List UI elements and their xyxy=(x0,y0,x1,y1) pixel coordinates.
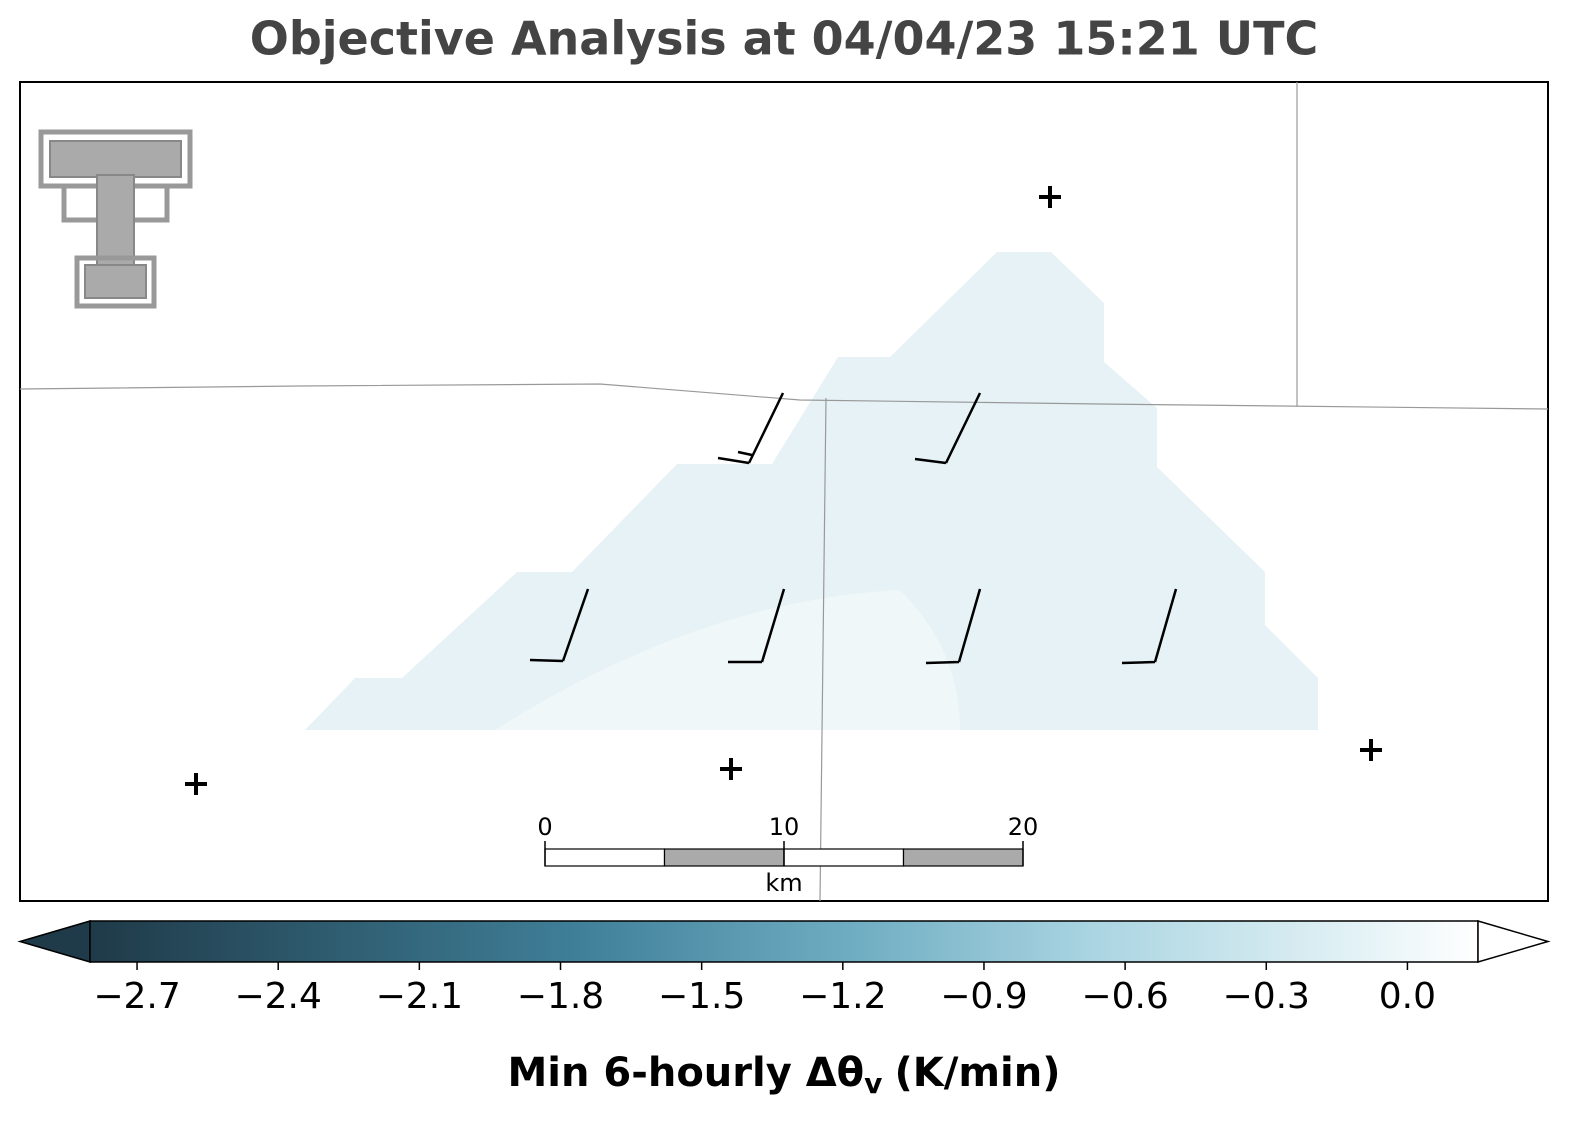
field-contour xyxy=(495,590,960,730)
boundary xyxy=(819,397,827,902)
colorbar-tick-label: −1.2 xyxy=(799,976,886,1017)
title: Objective Analysis at 04/04/23 15:21 UTC xyxy=(250,12,1319,66)
scale-segment xyxy=(663,848,785,867)
map: 0 10 20 km xyxy=(19,81,1549,902)
colorbar-body xyxy=(89,920,1479,963)
wind-barb xyxy=(728,588,786,664)
colorbar-label-main: Min 6-hourly Δθ xyxy=(508,1050,865,1096)
wind-barb xyxy=(925,588,982,665)
boundary xyxy=(19,383,1549,410)
wind-barb xyxy=(914,392,982,465)
stations xyxy=(185,186,1382,795)
colorbar-extend-low xyxy=(17,919,91,964)
colorbar-tick-label: −1.8 xyxy=(517,976,604,1017)
station-marker xyxy=(185,773,207,795)
colorbar-tick-label: −0.3 xyxy=(1223,976,1310,1017)
colorbar-tick-label: −2.1 xyxy=(376,976,463,1017)
colorbar-tick-label: −2.4 xyxy=(234,976,321,1017)
scale-tick-label: 10 xyxy=(769,813,800,841)
colorbar-tick-label: 0.0 xyxy=(1379,976,1436,1017)
colorbar-tick-label: −0.6 xyxy=(1081,976,1168,1017)
station-marker xyxy=(1039,186,1061,208)
logo xyxy=(38,129,193,309)
analysis-field xyxy=(305,252,1318,730)
colorbar-label-subscript: v xyxy=(864,1067,882,1100)
wind-barbs xyxy=(529,392,1178,665)
colorbar-label-unit: (K/min) xyxy=(894,1050,1060,1096)
wind-barb xyxy=(529,588,590,663)
scale-tick-label: 20 xyxy=(1008,813,1039,841)
station-marker xyxy=(720,758,742,780)
scale-tick-label: 0 xyxy=(537,813,552,841)
colorbar-tick-label: −2.7 xyxy=(93,976,180,1017)
colorbar-label: Min 6-hourly Δθv (K/min) xyxy=(508,1050,1061,1100)
station-marker xyxy=(1360,739,1382,761)
wind-barb xyxy=(1121,588,1178,665)
scale-segment xyxy=(783,848,905,867)
colorbar-extend-high xyxy=(1477,919,1551,964)
colorbar: −2.7 −2.4 −2.1 −1.8 −1.5 −1.2 −0.9 −0.6 −0.3 0.0 xyxy=(17,919,1551,1017)
colorbar-tick-label: −1.5 xyxy=(658,976,745,1017)
scale-segment xyxy=(902,848,1024,867)
colorbar-tick-label: −0.9 xyxy=(940,976,1027,1017)
wind-barb xyxy=(717,392,785,465)
scale-segment xyxy=(544,848,666,867)
scale-unit: km xyxy=(765,869,802,897)
scale-bar: 0 10 20 km xyxy=(537,813,1038,897)
